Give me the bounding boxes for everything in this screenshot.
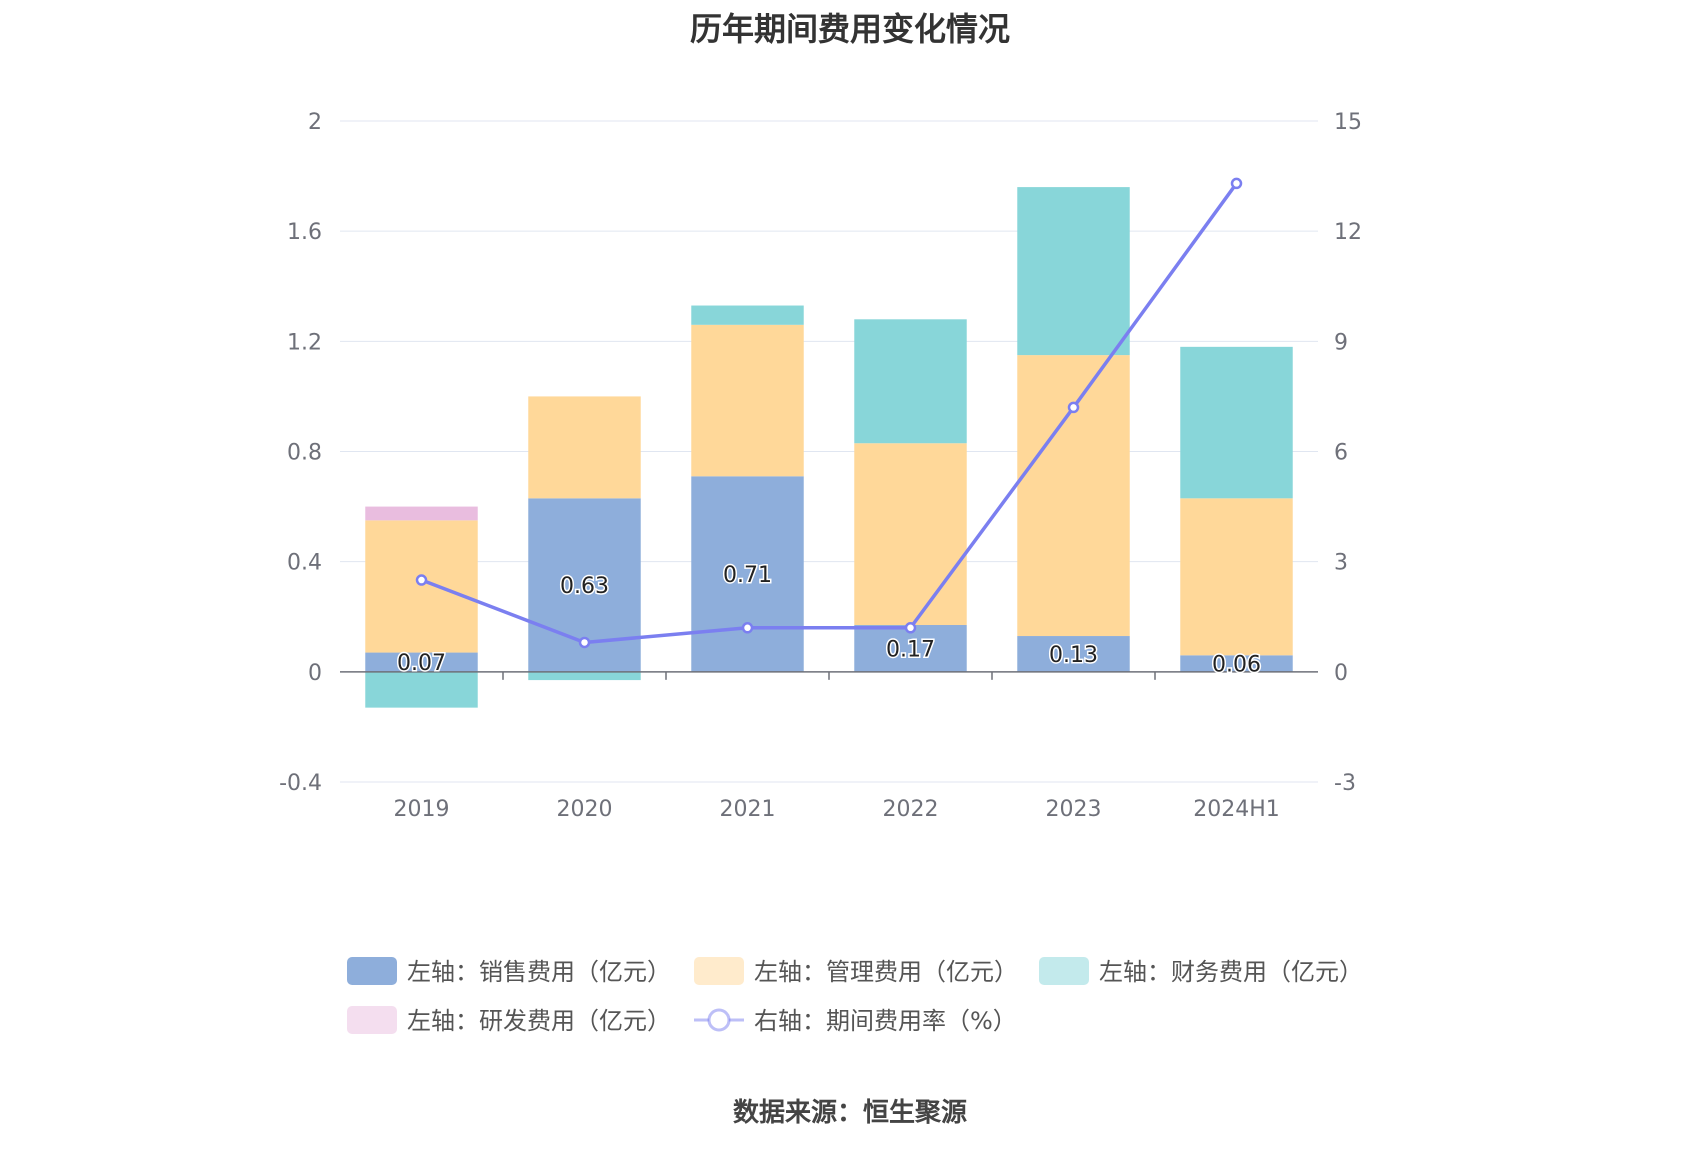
data-label: 0.71 [723, 563, 772, 588]
bar-segment [365, 520, 478, 653]
rate-line-point [741, 622, 754, 634]
rate-line-point [904, 622, 917, 634]
bar-segment [1180, 498, 1293, 656]
legend-label: 右轴：期间费用率（%） [754, 1007, 1017, 1035]
legend-item: 右轴：期间费用率（%） [694, 1007, 1017, 1035]
y-right-tick-label: -3 [1334, 771, 1356, 796]
y-right-tick-label: 6 [1334, 441, 1348, 466]
legend-swatch [1039, 957, 1089, 985]
rate-line [415, 177, 1243, 649]
y-left-tick-label: 0.8 [287, 441, 322, 466]
y-right-tick-label: 12 [1334, 220, 1362, 245]
legend-item: 左轴：销售费用（亿元） [347, 957, 671, 986]
rate-line-point [1067, 401, 1080, 414]
y-left-tick-label: 1.2 [287, 330, 322, 355]
bar-segment [691, 476, 804, 672]
rate-line-path [420, 182, 1238, 645]
bar-segment [365, 506, 478, 521]
bar-segment [854, 443, 967, 626]
bar-segment [528, 396, 641, 499]
x-tick-label: 2022 [883, 797, 939, 822]
data-label: 0.07 [397, 651, 446, 676]
legend-item: 左轴：财务费用（亿元） [1039, 957, 1363, 986]
data-label: 0.17 [886, 637, 935, 662]
bar-segment [1180, 346, 1293, 499]
data-label: 0.63 [560, 574, 609, 599]
legend-item: 左轴：管理费用（亿元） [694, 957, 1018, 986]
bar-segment [1017, 187, 1130, 356]
legend-swatch [347, 1006, 397, 1034]
legend-marker [707, 1008, 731, 1032]
bars [365, 187, 1293, 708]
y-right-tick-label: 0 [1334, 661, 1348, 686]
y-right-tick-label: 3 [1334, 551, 1348, 576]
data-labels: 0.07 0.63 0.71 0.17 0.13 0.06 [396, 562, 1263, 680]
y-right-tick-label: 9 [1334, 330, 1348, 355]
bar-segment [691, 324, 804, 477]
x-tick-label: 2019 [394, 797, 450, 822]
y-left-tick-label: -0.4 [279, 771, 322, 796]
bar-segment [1017, 355, 1130, 637]
bar-segment [365, 671, 478, 708]
chart-title: 历年期间费用变化情况 [689, 10, 1010, 48]
legend-swatch [694, 957, 744, 985]
rate-line-point [1230, 177, 1243, 190]
y-right-tick-label: 15 [1334, 110, 1362, 135]
grid-lines [340, 120, 1318, 783]
data-label: 0.06 [1212, 653, 1261, 678]
y-left-tick-label: 0 [308, 661, 322, 686]
rate-line-point [578, 636, 591, 649]
legend-label: 左轴：销售费用（亿元） [407, 958, 671, 986]
rate-line-point [415, 574, 428, 586]
bar-segment [691, 305, 804, 325]
bar-segment [854, 319, 967, 444]
legend-swatch [347, 957, 397, 985]
legend-label: 左轴：财务费用（亿元） [1099, 958, 1363, 986]
bar-segment [1017, 636, 1130, 672]
x-tick-label: 2021 [720, 797, 776, 822]
data-source: 数据来源：恒生聚源 [732, 1098, 967, 1128]
bar-segment [365, 652, 478, 672]
legend-label: 左轴：研发费用（亿元） [407, 1007, 671, 1035]
bar-segment [528, 671, 641, 681]
data-label: 0.13 [1049, 643, 1098, 668]
legend-label: 左轴：管理费用（亿元） [754, 958, 1018, 986]
legend: 左轴：销售费用（亿元） 左轴：管理费用（亿元） 左轴：财务费用（亿元） 左轴：研发费用… [347, 957, 1363, 1035]
x-tick-label: 2024H1 [1193, 797, 1280, 822]
bar-segment [1180, 655, 1293, 672]
y-left-tick-label: 2 [308, 110, 322, 135]
y-left-tick-label: 0.4 [287, 551, 322, 576]
axes: 2 1.6 1.2 0.8 0.4 0 -0.4 15 12 9 6 3 0 -3 2019 2020 2021… [279, 110, 1362, 822]
legend-item: 左轴：研发费用（亿元） [347, 1006, 671, 1035]
x-tick-label: 2023 [1046, 797, 1102, 822]
x-tick-label: 2020 [557, 797, 613, 822]
y-left-tick-label: 1.6 [287, 220, 322, 245]
